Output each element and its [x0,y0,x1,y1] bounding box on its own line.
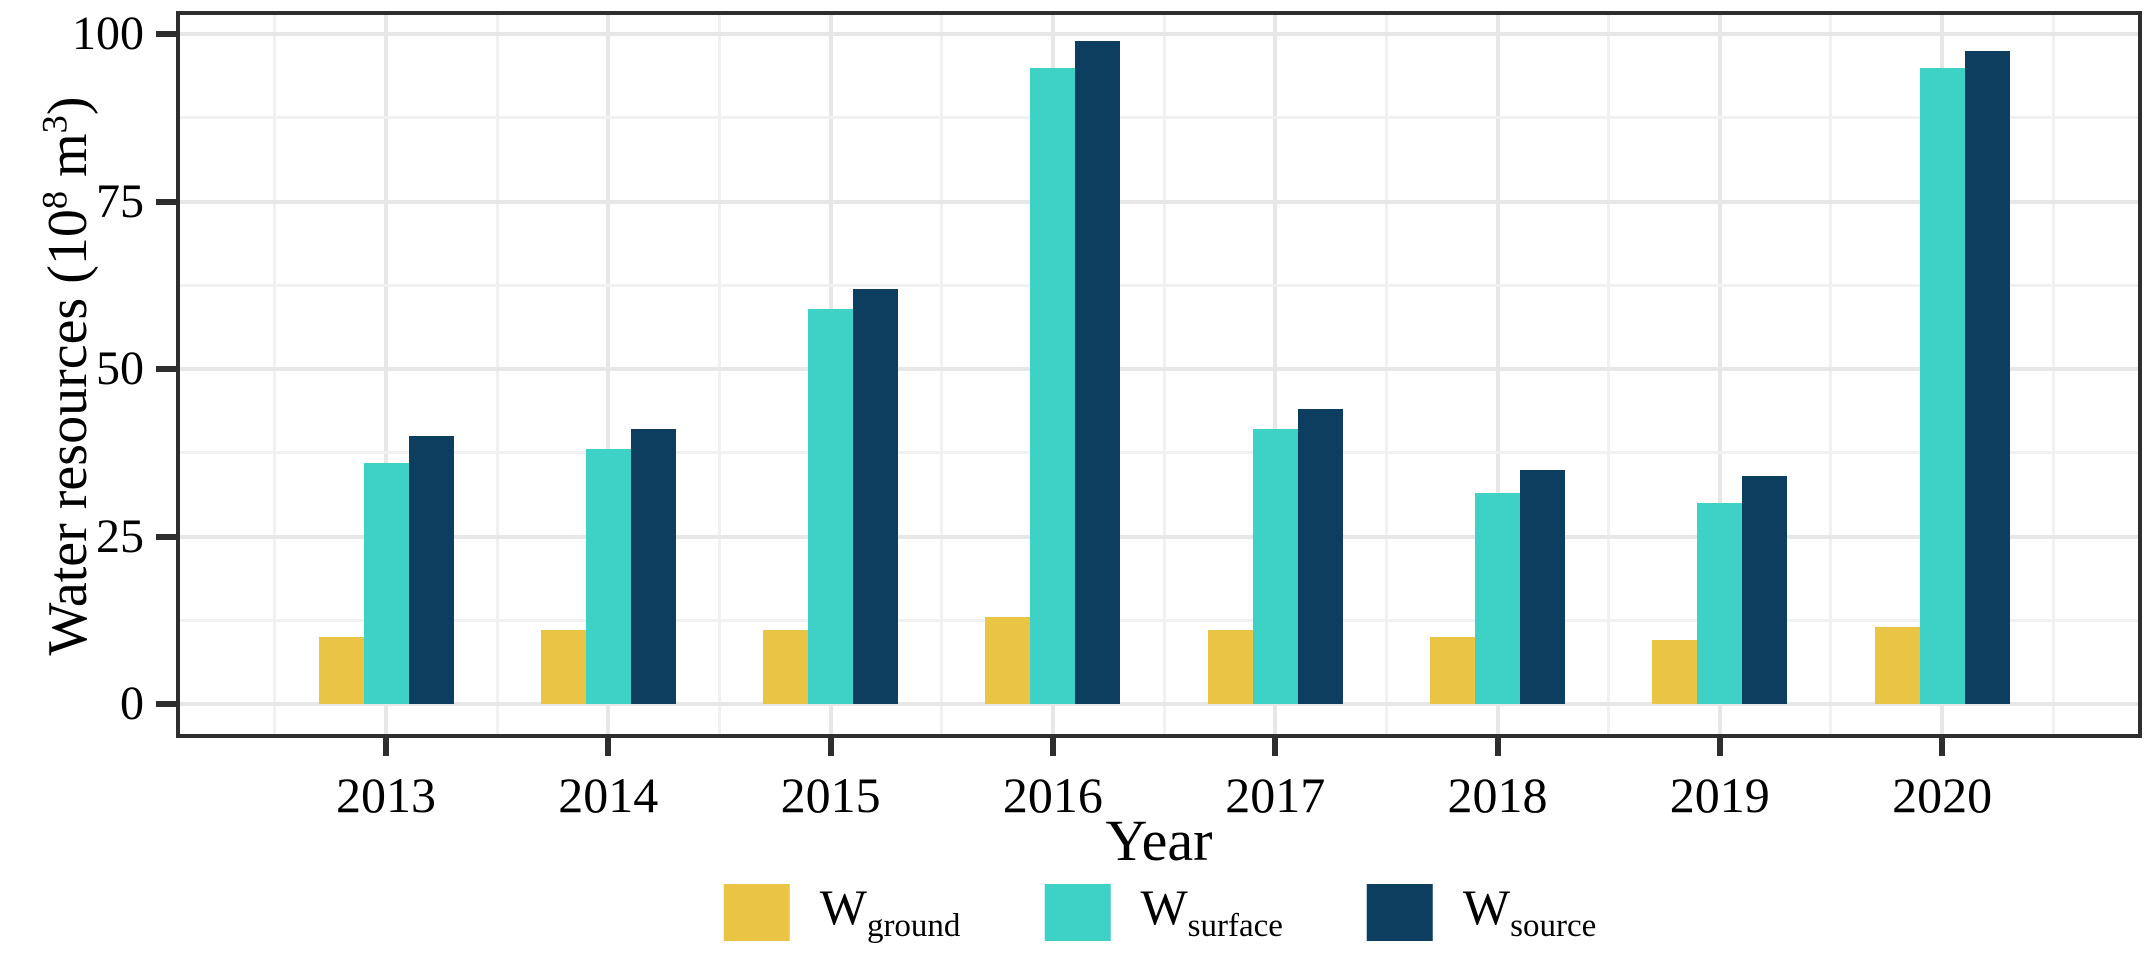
x-axis-tick-label: 2017 [1225,767,1326,823]
x-axis-tick-label: 2018 [1447,767,1548,823]
bar-2018-w-source [1520,469,1565,704]
x-axis-tick [1939,738,1946,756]
vertical-gridline-minor [1607,15,1611,734]
y-axis-tick-label: 75 [96,174,144,228]
bar-2013-w-ground [318,637,364,704]
bar-2017-w-ground [1207,630,1253,704]
x-axis-tick-label: 2020 [1892,767,1993,823]
bar-2015-w-surface [808,308,854,704]
bar-2015-w-source [853,288,899,704]
bar-2014-w-ground [540,630,586,704]
x-axis-tick [1494,738,1501,756]
bar-2014-w-source [630,429,676,704]
vertical-gridline-minor [273,15,277,734]
vertical-gridline-minor [940,15,944,734]
x-axis-tick [1049,738,1056,756]
legend-label-main: W [1140,879,1188,935]
vertical-gridline-minor [1162,15,1166,734]
vertical-gridline-major [1495,15,1500,734]
legend-label-subscript: surface [1187,908,1283,944]
legend-label-w-ground: Wground [820,882,961,943]
vertical-gridline-minor [717,15,721,734]
y-axis-tick-label: 0 [120,677,144,730]
legend-item-w-source: Wsource [1366,882,1596,943]
bar-2018-w-ground [1430,637,1475,704]
x-axis-tick [1716,738,1723,756]
horizontal-gridline-major [180,702,2138,706]
x-axis-tick-label: 2013 [336,767,436,823]
y-axis-tick [156,533,176,540]
bar-2013-w-surface [363,462,409,704]
x-axis-tick [1272,738,1279,756]
bar-2020-w-source [1964,50,2010,704]
y-axis-tick [156,31,176,37]
vertical-gridline-major [384,15,388,734]
bar-2019-w-ground [1652,640,1698,704]
legend-label-main: W [819,879,867,935]
bar-2016-w-source [1075,40,1121,704]
legend-label-w-surface: Wsurface [1140,882,1282,943]
y-axis-tick-label: 25 [96,509,144,563]
bar-2014-w-surface [585,449,631,704]
bar-2020-w-ground [1874,626,1920,704]
y-axis-tick-label: 50 [96,342,144,395]
horizontal-gridline-minor [180,116,2138,120]
y-axis-tick [156,366,176,372]
x-axis-tick [383,738,389,756]
bar-2020-w-surface [1919,67,1965,704]
chart-legend: Wground Wsurface Wsource [723,882,1596,943]
x-axis-tick-label: 2014 [558,767,659,823]
legend-swatch-w-ground [723,884,790,941]
horizontal-gridline-major [180,367,2138,371]
vertical-gridline-minor [2051,15,2055,734]
bar-2017-w-surface [1252,429,1298,704]
bar-2016-w-ground [985,616,1031,704]
legend-swatch-w-surface [1044,884,1111,941]
legend-label-subscript: ground [866,908,961,944]
x-axis-title: Year [1105,808,1213,873]
legend-label-w-source: Wsource [1463,882,1596,943]
x-axis-tick-label: 2016 [1002,767,1103,823]
bar-2015-w-ground [763,630,809,704]
horizontal-gridline-minor [180,618,2138,622]
horizontal-gridline-minor [180,283,2138,287]
y-axis-tick [156,701,176,707]
y-axis-title: Water resources (108 m3) [34,96,99,656]
y-axis-tick-label: 100 [72,7,144,60]
y-axis-title-superscript-8: 8 [34,190,75,210]
vertical-gridline-minor [495,15,499,734]
vertical-gridline-major [606,15,611,734]
horizontal-gridline-major [180,534,2138,539]
horizontal-gridline-minor [180,451,2138,455]
y-axis-title-text: Water resources (10 [37,209,99,656]
bar-2019-w-surface [1697,503,1743,704]
y-axis-tick [156,198,176,205]
horizontal-gridline-major [180,199,2138,204]
legend-item-w-ground: Wground [723,882,961,943]
vertical-gridline-major [1273,15,1278,734]
bar-2017-w-source [1297,409,1343,704]
legend-label-main: W [1462,879,1511,935]
x-axis-tick-label: 2015 [780,767,881,823]
vertical-gridline-major [1717,15,1722,734]
bar-2016-w-surface [1030,67,1076,704]
legend-item-w-surface: Wsurface [1044,882,1283,943]
vertical-gridline-minor [1384,15,1388,734]
x-axis-tick [605,738,612,756]
legend-label-subscript: source [1510,908,1597,944]
legend-swatch-w-source [1366,884,1433,941]
bar-2019-w-source [1742,476,1788,704]
vertical-gridline-minor [1829,15,1833,734]
y-axis-title-unit: m [37,133,99,191]
bar-2013-w-source [408,436,454,704]
y-axis-title-close-paren: ) [37,96,99,116]
plot-panel [176,11,2142,738]
x-axis-tick [827,738,834,756]
x-axis-tick-label: 2019 [1669,767,1770,823]
bar-2018-w-surface [1475,492,1520,704]
horizontal-gridline-major [180,32,2138,36]
y-axis-title-superscript-3: 3 [34,115,75,134]
